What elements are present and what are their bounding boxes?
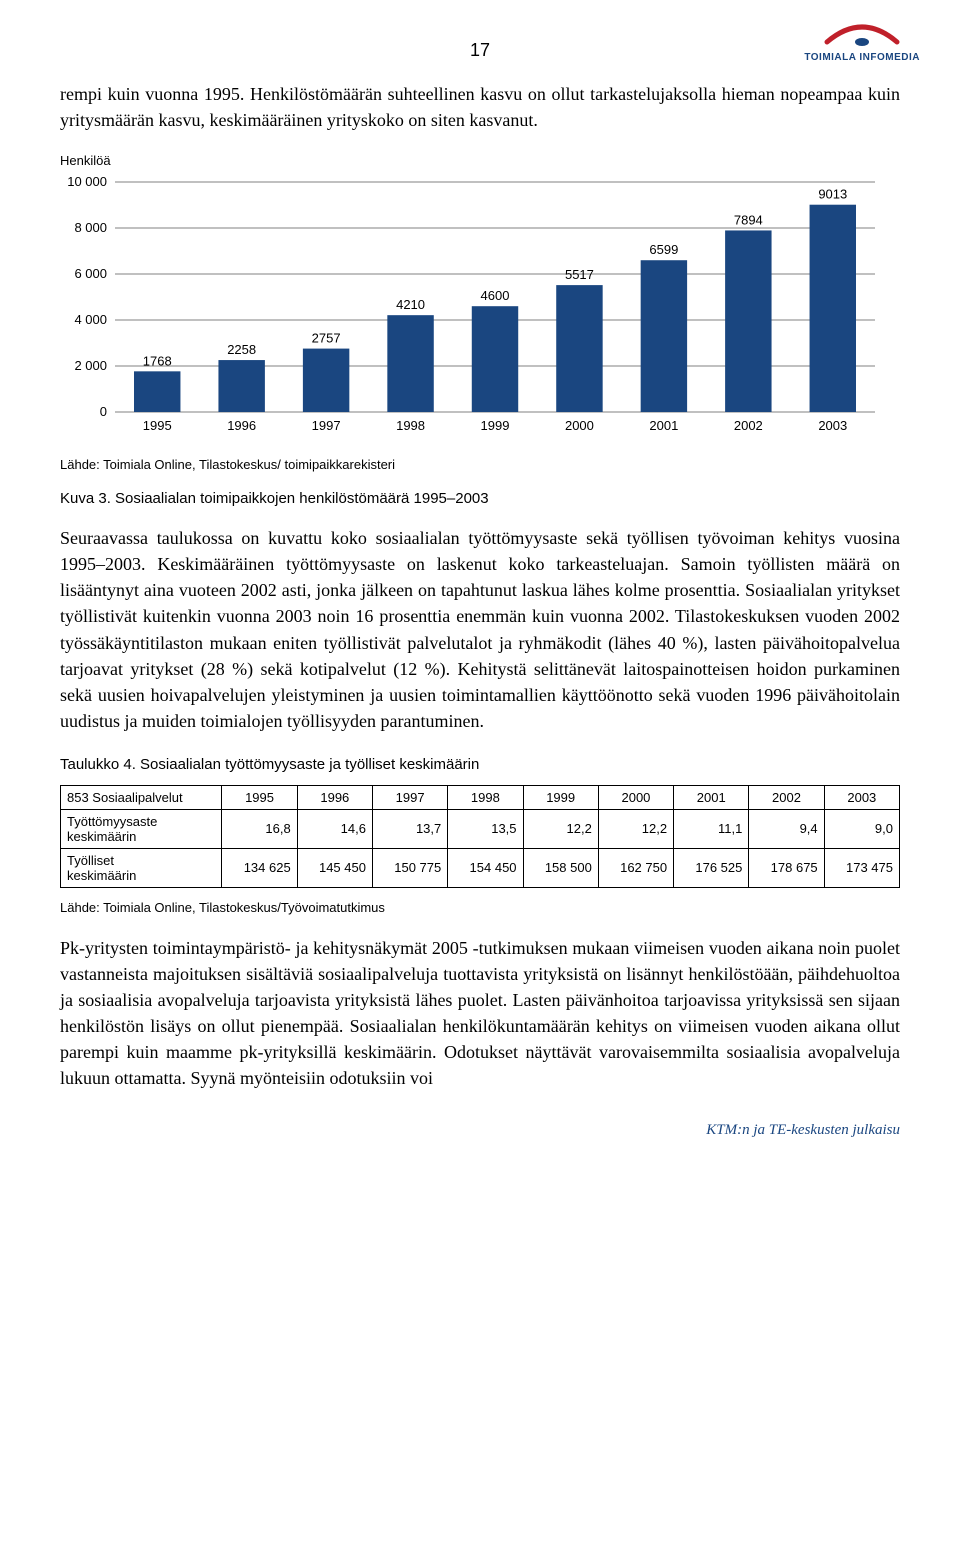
table-column-header: 1998 [448,785,523,809]
bar-value-label: 1768 [143,354,172,369]
svg-text:2 000: 2 000 [74,358,107,373]
bar-value-label: 4210 [396,297,425,312]
y-axis-title: Henkilöä [60,153,900,168]
page-container: TOIMIALA INFOMEDIA 17 rempi kuin vuonna … [0,0,960,1179]
table-caption: Taulukko 4. Sosiaalialan työttömyysaste … [60,756,900,773]
x-tick-label: 1997 [312,418,341,433]
logo-text: TOIMIALA INFOMEDIA [804,52,920,63]
x-tick-label: 2001 [649,418,678,433]
bar-chart-svg: 0 2 000 4 000 6 000 8 000 10 000 1768 1995 2258 1… [60,172,885,440]
table-row-header: Työttömyysastekeskimäärin [61,809,222,848]
bar-value-label: 7894 [734,213,763,228]
x-tick-label: 2000 [565,418,594,433]
svg-text:6 000: 6 000 [74,266,107,281]
footer-text: KTM:n ja TE-keskusten julkaisu [60,1122,900,1139]
x-tick-label: 1998 [396,418,425,433]
table-cell: 13,5 [448,809,523,848]
table-cell: 134 625 [222,848,297,887]
bar [134,372,180,413]
x-tick-label: 1995 [143,418,172,433]
table-cell: 145 450 [297,848,372,887]
svg-text:10 000: 10 000 [67,174,107,189]
bar [218,360,264,412]
table-row: Työttömyysastekeskimäärin16,814,613,713,… [61,809,900,848]
table-cell: 13,7 [372,809,447,848]
table-cell: 12,2 [598,809,673,848]
bar [556,285,602,412]
table-row: Työllisetkeskimäärin134 625145 450150 77… [61,848,900,887]
table-cell: 16,8 [222,809,297,848]
table-column-header: 1995 [222,785,297,809]
x-tick-label: 1996 [227,418,256,433]
table-cell: 178 675 [749,848,824,887]
table-cell: 162 750 [598,848,673,887]
bar [303,349,349,412]
table-row-header: Työllisetkeskimäärin [61,848,222,887]
table-cell: 11,1 [674,809,749,848]
table-cell: 14,6 [297,809,372,848]
table-cell: 9,4 [749,809,824,848]
table-column-header: 1999 [523,785,598,809]
table-column-header: 2003 [824,785,899,809]
x-tick-label: 1999 [481,418,510,433]
table-cell: 176 525 [674,848,749,887]
table-source: Lähde: Toimiala Online, Tilastokeskus/Ty… [60,900,900,915]
bar-value-label: 2258 [227,342,256,357]
body-paragraph: Seuraavassa taulukossa on kuvattu koko s… [60,525,900,734]
svg-text:8 000: 8 000 [74,220,107,235]
chart-source: Lähde: Toimiala Online, Tilastokeskus/ t… [60,457,900,472]
table-cell: 154 450 [448,848,523,887]
bar [472,306,518,412]
bar [725,231,771,413]
table-column-header: 2001 [674,785,749,809]
x-tick-label: 2003 [818,418,847,433]
bar-value-label: 6599 [649,242,678,257]
bar [387,315,433,412]
table-cell: 173 475 [824,848,899,887]
x-tick-label: 2002 [734,418,763,433]
svg-text:0: 0 [100,404,107,419]
table-cell: 9,0 [824,809,899,848]
closing-paragraph: Pk-yritysten toimintaympäristö- ja kehit… [60,935,900,1092]
table-cell: 158 500 [523,848,598,887]
page-number: 17 [60,40,900,61]
table-corner-header: 853 Sosiaalipalvelut [61,785,222,809]
intro-paragraph: rempi kuin vuonna 1995. Henkilöstömäärän… [60,81,900,133]
bar-chart: Henkilöä 0 2 000 4 000 6 000 8 000 10 000 1768… [60,153,900,445]
figure-caption: Kuva 3. Sosiaalialan toimipaikkojen henk… [60,490,900,507]
bar-value-label: 5517 [565,267,594,282]
table-column-header: 2002 [749,785,824,809]
table-cell: 150 775 [372,848,447,887]
table-cell: 12,2 [523,809,598,848]
bar-value-label: 4600 [481,288,510,303]
brand-logo: TOIMIALA INFOMEDIA [804,20,920,63]
svg-text:4 000: 4 000 [74,312,107,327]
bar [810,205,856,412]
bar [641,260,687,412]
logo-icon [807,20,917,50]
bar-value-label: 9013 [818,187,847,202]
table-column-header: 1996 [297,785,372,809]
bar-value-label: 2757 [312,331,341,346]
table-column-header: 1997 [372,785,447,809]
data-table: 853 Sosiaalipalvelut19951996199719981999… [60,785,900,888]
table-column-header: 2000 [598,785,673,809]
